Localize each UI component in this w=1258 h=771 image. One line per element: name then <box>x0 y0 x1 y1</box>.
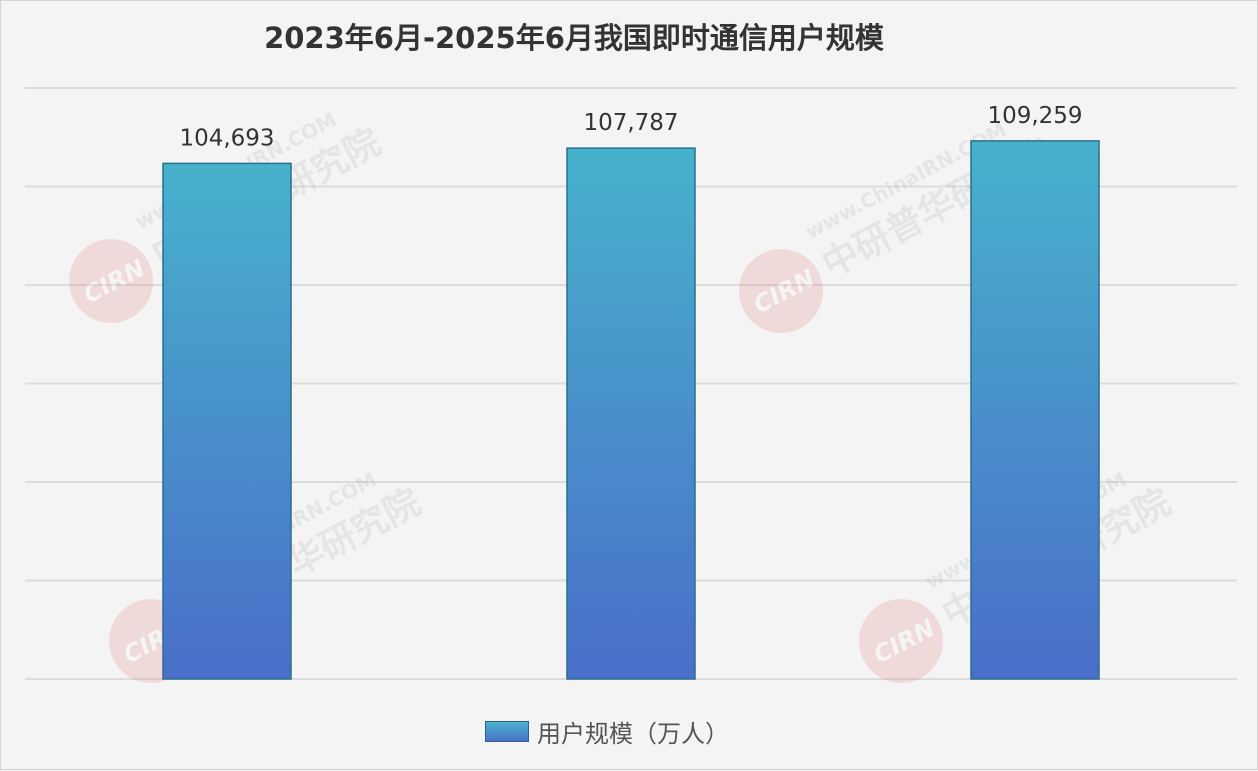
chart-title: 2023年6月-2025年6月我国即时通信用户规模 <box>264 21 884 55</box>
bar <box>566 147 696 680</box>
legend: 用户规模（万人） <box>485 714 729 749</box>
legend-swatch <box>485 721 529 742</box>
bar <box>162 162 292 680</box>
bar <box>970 140 1100 680</box>
legend-label: 用户规模（万人） <box>537 720 729 748</box>
data-label: 109,259 <box>987 103 1082 129</box>
data-label: 107,787 <box>583 110 678 136</box>
data-label: 104,693 <box>179 125 274 151</box>
